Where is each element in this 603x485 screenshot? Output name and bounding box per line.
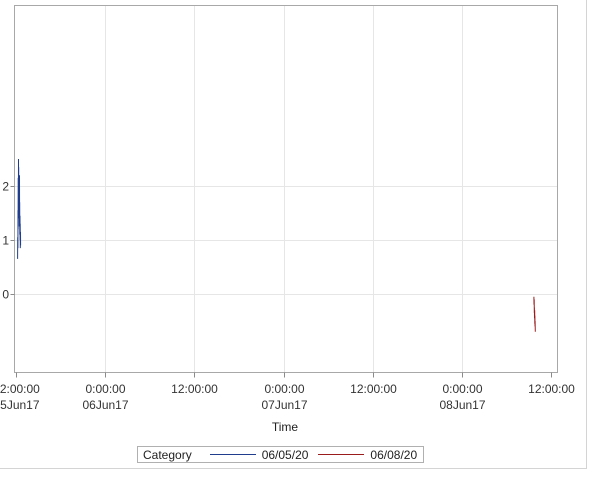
chart-frame: 012 12:00:0005Jun170:00:0006Jun1712:00:0… [0, 0, 587, 469]
x-tick-label-time: 0:00:00 [442, 382, 482, 396]
legend-item-series-2: 06/08/20 [318, 448, 417, 462]
x-axis-title: Time [272, 420, 299, 434]
x-tick-label-time: 0:00:00 [264, 382, 304, 396]
series-line-1 [17, 158, 22, 259]
x-tick-label-time: 12:00:00 [528, 382, 575, 396]
series-layer [17, 158, 536, 332]
x-tick-label-date: 08Jun17 [439, 398, 485, 412]
legend-label-series-1: 06/05/20 [261, 447, 309, 462]
legend-item-series-1: 06/05/20 [209, 447, 309, 462]
y-tick-label: 0 [2, 288, 9, 302]
y-axis: 0 1 2 [2, 180, 15, 302]
legend: Category 06/05/20 06/08/20 [137, 446, 425, 463]
y-tick-label: 2 [2, 180, 9, 194]
x-tick-label-date: 07Jun17 [261, 398, 307, 412]
legend-label-series-2: 06/08/20 [370, 447, 418, 462]
x-tick-label-time: 0:00:00 [85, 382, 125, 396]
x-tick-label-time: 12:00:00 [171, 382, 218, 396]
x-tick-label-time: 12:00:00 [0, 382, 40, 396]
x-tick-label-date: 06Jun17 [82, 398, 128, 412]
plot-area [14, 5, 558, 373]
legend-swatch-series-2 [318, 454, 365, 455]
x-tick-label-time: 12:00:00 [350, 382, 397, 396]
y-tick-label: 1 [2, 234, 9, 248]
series-line-2 [533, 296, 536, 332]
legend-swatch-series-1 [209, 454, 256, 455]
legend-title: Category [143, 447, 192, 462]
gridlines [14, 5, 558, 373]
